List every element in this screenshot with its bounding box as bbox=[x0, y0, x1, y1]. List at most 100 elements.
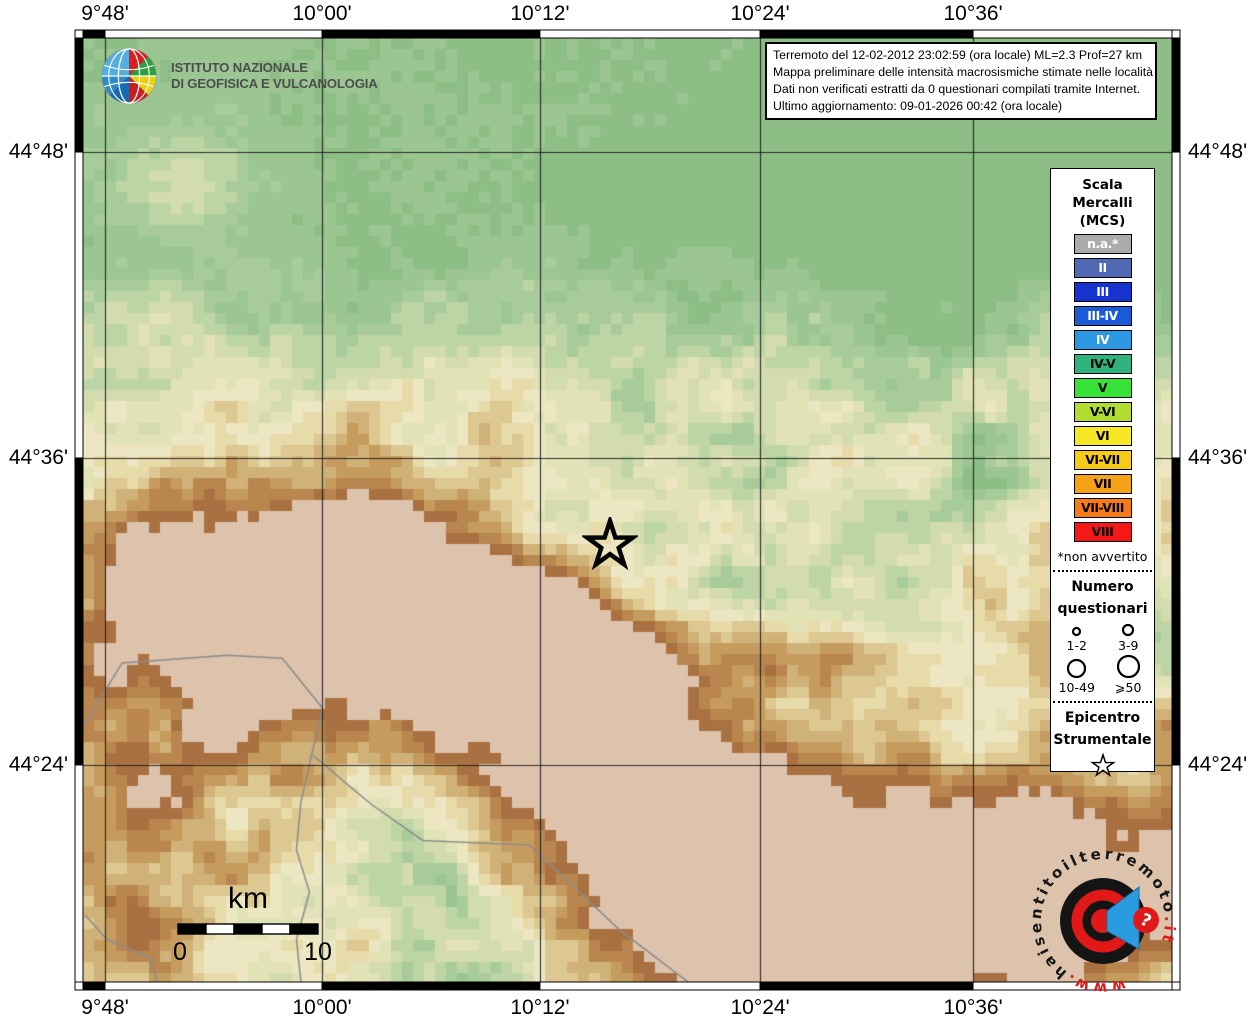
questionnaire-size-key: 1-2 3-9 10-49 ⩾50 bbox=[1051, 622, 1154, 695]
event-info-box: Terremoto del 12-02-2012 23:02:59 (ora l… bbox=[765, 42, 1157, 120]
watermark-it: .it bbox=[1157, 916, 1179, 947]
border-segment-top bbox=[321, 29, 541, 39]
border-segment-left bbox=[74, 37, 84, 153]
mcs-chip-ii: II bbox=[1073, 258, 1132, 278]
scalebar-start: 0 bbox=[173, 938, 187, 966]
legend-title-line: (MCS) bbox=[1079, 213, 1126, 229]
border-segment-right bbox=[1171, 457, 1181, 766]
axis-label-top: 10°36' bbox=[943, 2, 1003, 25]
border-segment-top bbox=[539, 29, 761, 39]
border-segment-top bbox=[82, 29, 106, 39]
event-info-line2: Mappa preliminare delle intensità macros… bbox=[773, 64, 1154, 79]
questionnaire-title-line: questionari bbox=[1057, 601, 1148, 617]
axis-label-bottom: 10°12' bbox=[510, 996, 570, 1019]
mcs-chip-vi: VI bbox=[1073, 426, 1132, 446]
scalebar-end: 10 bbox=[304, 938, 332, 966]
axis-label-right: 44°24' bbox=[1188, 752, 1248, 776]
border-corner bbox=[1171, 29, 1181, 39]
questionnaire-title-line: Numero bbox=[1071, 579, 1134, 595]
axis-label-left: 44°36' bbox=[8, 445, 68, 469]
circle-icon bbox=[1072, 626, 1082, 637]
border-segment-bottom bbox=[104, 981, 323, 991]
haisentito-logo: ? www.haisentitoilterremoto .it bbox=[1027, 845, 1179, 998]
questionnaire-size: 10-49 bbox=[1051, 653, 1103, 695]
ingv-globe-icon bbox=[101, 48, 157, 104]
axis-label-bottom: 10°24' bbox=[730, 996, 790, 1019]
watermark-www: www. bbox=[1060, 969, 1127, 998]
legend-divider bbox=[1053, 701, 1152, 703]
border-segment-top bbox=[972, 29, 1173, 39]
mcs-chip-iii: III bbox=[1073, 282, 1132, 302]
mcs-chip-iii-iv: III-IV bbox=[1073, 306, 1132, 326]
legend-footnote: *non avvertito bbox=[1057, 549, 1148, 564]
border-segment-bottom bbox=[539, 981, 761, 991]
mcs-chip-v-vi: V-VI bbox=[1073, 402, 1132, 422]
border-segment-right bbox=[1171, 151, 1181, 459]
axis-label-top: 9°48' bbox=[81, 2, 129, 25]
megaphone-icon bbox=[1106, 886, 1140, 950]
mcs-chip-vii: VII bbox=[1073, 474, 1132, 494]
circle-icon bbox=[1122, 623, 1135, 637]
border-segment-top bbox=[759, 29, 974, 39]
border-segment-right bbox=[1171, 37, 1181, 153]
axis-label-top: 10°00' bbox=[292, 2, 352, 25]
epicenter-title: Epicentro Strumentale bbox=[1051, 707, 1154, 751]
axis-label-left: 44°24' bbox=[8, 752, 68, 776]
border-segment-left bbox=[74, 151, 84, 459]
mcs-chip-iv: IV bbox=[1073, 330, 1132, 350]
epicenter-title-line: Epicentro bbox=[1064, 710, 1141, 726]
mcs-chip-vii-viii: VII-VIII bbox=[1073, 498, 1132, 518]
border-segment-bottom bbox=[759, 981, 974, 991]
questionnaire-size-label: ⩾50 bbox=[1115, 680, 1142, 695]
mcs-chip-iv-v: IV-V bbox=[1073, 354, 1132, 374]
legend-title-line: Mercalli bbox=[1072, 195, 1133, 211]
axis-label-bottom: 10°00' bbox=[292, 996, 352, 1019]
epicenter-title-line: Strumentale bbox=[1053, 732, 1152, 748]
question-badge bbox=[1133, 907, 1159, 933]
ingv-name: ISTITUTO NAZIONALE DI GEOFISICA E VULCAN… bbox=[171, 60, 378, 92]
questionnaire-size-label: 3-9 bbox=[1118, 638, 1139, 653]
axis-label-bottom: 9°48' bbox=[81, 996, 129, 1019]
border-segment-bottom bbox=[321, 981, 541, 991]
axis-label-right: 44°36' bbox=[1188, 445, 1248, 469]
questionnaire-size: ⩾50 bbox=[1103, 653, 1155, 695]
legend-panel: Scala Mercalli (MCS) n.a.* II III III-IV IV I… bbox=[1050, 168, 1155, 777]
axis-label-top: 10°24' bbox=[730, 2, 790, 25]
mcs-chip-n-a-: n.a.* bbox=[1073, 234, 1132, 254]
ingv-name-line1: ISTITUTO NAZIONALE bbox=[171, 60, 308, 75]
circle-icon bbox=[1067, 658, 1087, 679]
border-corner bbox=[74, 981, 84, 991]
border-segment-top bbox=[104, 29, 323, 39]
circle-icon bbox=[1116, 654, 1140, 679]
scalebar-title: km bbox=[228, 882, 268, 915]
event-info-line3: Dati non verificati estratti da 0 questi… bbox=[773, 81, 1141, 96]
border-segment-left bbox=[74, 764, 84, 983]
terrain-canvas bbox=[83, 38, 1172, 982]
questionnaire-size: 3-9 bbox=[1103, 622, 1155, 653]
questionnaire-size-label: 1-2 bbox=[1066, 638, 1087, 653]
mcs-chip-v: V bbox=[1073, 378, 1132, 398]
mcs-chip-vi-vii: VI-VII bbox=[1073, 450, 1132, 470]
border-segment-bottom bbox=[82, 981, 106, 991]
mcs-chip-viii: VIII bbox=[1073, 522, 1132, 542]
star-icon bbox=[1089, 752, 1116, 777]
ingv-name-line2: DI GEOFISICA E VULCANOLOGIA bbox=[171, 76, 378, 91]
epicenter-marker bbox=[581, 517, 638, 571]
event-info-line1: Terremoto del 12-02-2012 23:02:59 (ora l… bbox=[773, 48, 1143, 62]
ingv-logo: ISTITUTO NAZIONALE DI GEOFISICA E VULCAN… bbox=[100, 47, 378, 105]
border-segment-left bbox=[74, 457, 84, 766]
epicenter-star-symbol bbox=[1051, 752, 1154, 783]
axis-label-left: 44°48' bbox=[8, 140, 68, 164]
legend-title-line: Scala bbox=[1082, 177, 1123, 193]
border-corner bbox=[74, 29, 84, 39]
mcs-scale-chips: n.a.* II III III-IV IV IV-V V V-VI VI VI-VII VII VI… bbox=[1051, 234, 1154, 542]
event-info-line4: Ultimo aggiornamento: 09-01-2026 00:42 (… bbox=[773, 98, 1063, 113]
questionnaire-size: 1-2 bbox=[1051, 622, 1103, 653]
questionnaire-title: Numero questionari bbox=[1051, 576, 1154, 620]
axis-label-top: 10°12' bbox=[510, 2, 570, 25]
legend-divider bbox=[1053, 570, 1152, 572]
axis-label-right: 44°48' bbox=[1188, 140, 1248, 164]
axis-label-bottom: 10°36' bbox=[943, 996, 1003, 1019]
legend-title: Scala Mercalli (MCS) bbox=[1051, 176, 1154, 230]
